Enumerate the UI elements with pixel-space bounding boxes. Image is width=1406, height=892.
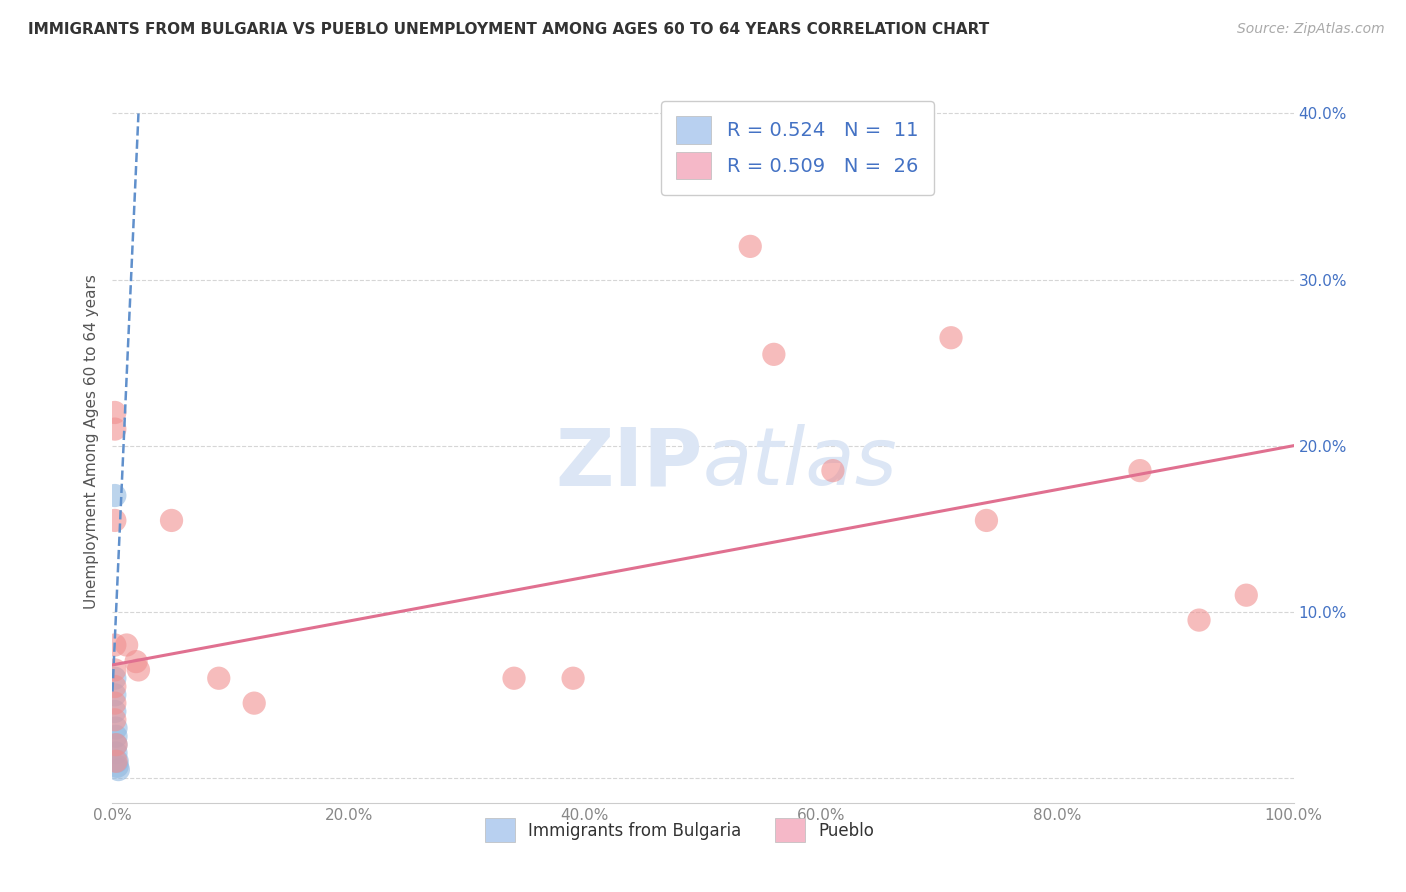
- Point: [125, 655, 148, 669]
- Point: [104, 713, 127, 727]
- Point: [107, 763, 129, 777]
- Point: [105, 738, 128, 752]
- Point: [104, 422, 127, 436]
- Point: [104, 696, 127, 710]
- Text: atlas: atlas: [703, 425, 898, 502]
- Point: [104, 705, 127, 719]
- Point: [115, 638, 138, 652]
- Point: [104, 671, 127, 685]
- Point: [104, 688, 127, 702]
- Point: [104, 405, 127, 419]
- Point: [976, 513, 998, 527]
- Point: [104, 513, 127, 527]
- Point: [740, 239, 762, 253]
- Y-axis label: Unemployment Among Ages 60 to 64 years: Unemployment Among Ages 60 to 64 years: [83, 274, 98, 609]
- Point: [939, 331, 962, 345]
- Point: [104, 663, 127, 677]
- Point: [208, 671, 231, 685]
- Point: [1234, 588, 1257, 602]
- Point: [1129, 464, 1152, 478]
- Point: [762, 347, 785, 361]
- Point: [104, 638, 127, 652]
- Point: [105, 759, 128, 773]
- Text: IMMIGRANTS FROM BULGARIA VS PUEBLO UNEMPLOYMENT AMONG AGES 60 TO 64 YEARS CORREL: IMMIGRANTS FROM BULGARIA VS PUEBLO UNEMP…: [28, 22, 990, 37]
- Point: [503, 671, 526, 685]
- Point: [104, 680, 127, 694]
- Point: [105, 721, 128, 735]
- Text: ZIP: ZIP: [555, 425, 703, 502]
- Point: [104, 489, 127, 503]
- Point: [127, 663, 149, 677]
- Text: Source: ZipAtlas.com: Source: ZipAtlas.com: [1237, 22, 1385, 37]
- Point: [243, 696, 266, 710]
- Legend: R = 0.524   N =  11, R = 0.509   N =  26: R = 0.524 N = 11, R = 0.509 N = 26: [661, 101, 934, 194]
- Point: [105, 746, 128, 760]
- Point: [105, 754, 128, 768]
- Point: [821, 464, 844, 478]
- Point: [562, 671, 585, 685]
- Point: [105, 730, 128, 744]
- Point: [1188, 613, 1211, 627]
- Point: [105, 754, 128, 768]
- Point: [105, 738, 128, 752]
- Point: [160, 513, 183, 527]
